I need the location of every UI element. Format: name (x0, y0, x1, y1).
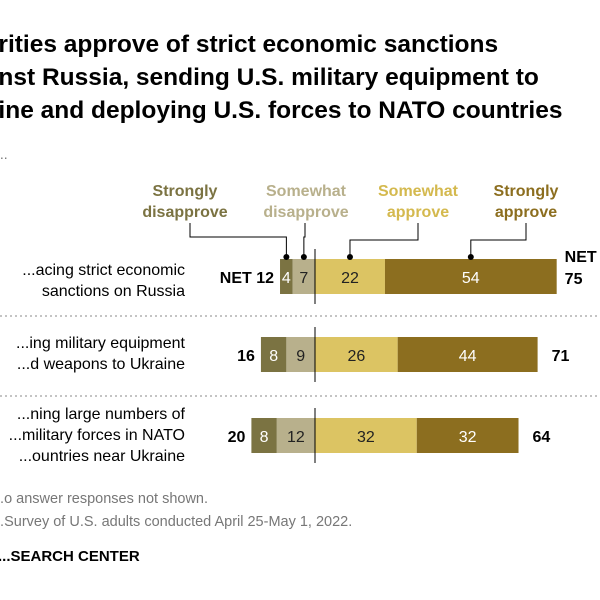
note-no-answer: ...o answer responses not shown. (0, 491, 209, 507)
bar-segment (260, 337, 287, 372)
data-label: 54 (462, 270, 480, 287)
data-label: 12 (287, 429, 305, 446)
net-approve-label: 64 (533, 429, 551, 446)
data-label: 8 (260, 429, 269, 446)
bar-segment (315, 418, 417, 453)
legend-somewhat-approve: Somewhat approve (377, 183, 459, 221)
bar-segment (416, 418, 519, 453)
legend-leader-line (189, 223, 287, 259)
data-label: 4 (282, 270, 291, 287)
legend-strongly-approve: Strongly approve (493, 183, 559, 221)
bar-segment (292, 259, 315, 294)
data-label: 8 (269, 348, 278, 365)
net-disapprove-label: NET 12 (220, 270, 274, 287)
bar-segment (315, 337, 398, 372)
row-label-sanctions: ...acing strict economic sanctions on Ru… (22, 262, 185, 300)
bar-segment (280, 259, 293, 294)
data-label: 32 (357, 429, 375, 446)
data-label: 7 (299, 270, 308, 287)
chart-subtitle: ... (0, 146, 8, 162)
net-approve-label: NET (565, 249, 597, 266)
bar-segment (251, 418, 277, 453)
row-label-forces: ...ning large numbers of ...military for… (8, 406, 185, 465)
net-approve-value: 75 (565, 271, 583, 288)
data-label: 22 (341, 270, 359, 287)
note-source: ...Survey of U.S. adults conducted April… (0, 514, 353, 530)
data-label: 26 (347, 348, 365, 365)
brand-name: ...SEARCH CENTER (0, 548, 140, 565)
legend-marker-dot (467, 254, 474, 260)
data-label: 9 (296, 348, 305, 365)
row-label-weapons: ...ing military equipment ...d weapons t… (16, 335, 185, 373)
chart-title: ...rities approve of strict economic san… (0, 31, 563, 124)
legend-somewhat-disapprove: Somewhat disapprove (263, 183, 349, 221)
legend-marker-dot (283, 254, 290, 260)
legend-marker-dot (346, 254, 353, 260)
bar-segment (315, 259, 385, 294)
legend-leader-line (470, 223, 527, 259)
legend-strongly-disapprove: Strongly disapprove (142, 183, 228, 221)
bar-segment (286, 337, 315, 372)
net-approve-label: 71 (552, 348, 570, 365)
net-disapprove-label: 16 (237, 348, 255, 365)
legend-marker-dot (300, 254, 307, 260)
data-label: 44 (459, 348, 477, 365)
legend-leader-line (349, 223, 419, 259)
bar-segment (384, 259, 557, 294)
data-label: 32 (459, 429, 477, 446)
bar-segment (397, 337, 538, 372)
legend-leader-line (303, 223, 306, 259)
net-disapprove-label: 20 (228, 429, 246, 446)
bar-segment (276, 418, 315, 453)
